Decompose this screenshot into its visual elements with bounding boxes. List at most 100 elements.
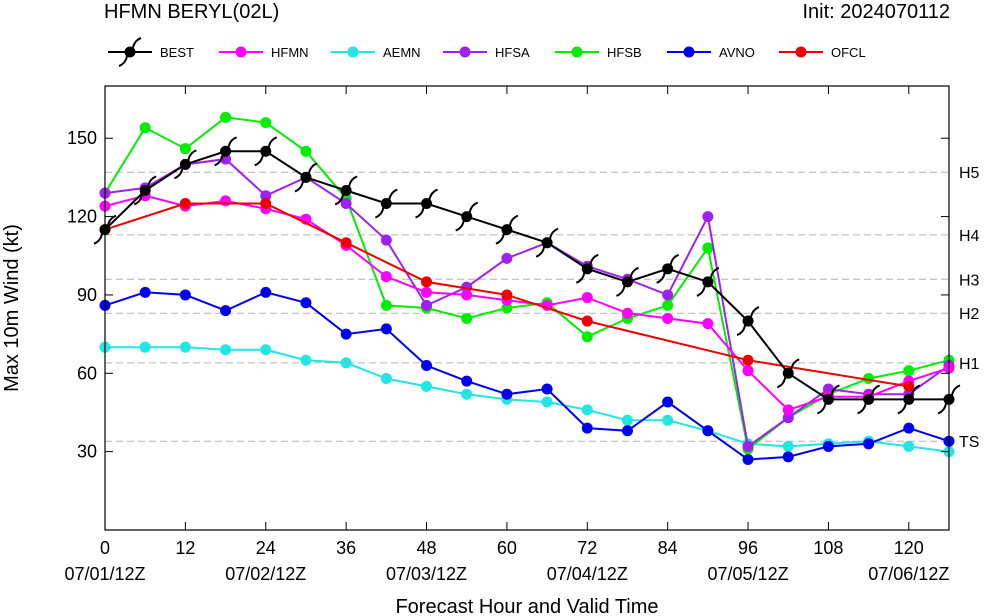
aemn-point bbox=[380, 373, 392, 385]
best-point bbox=[776, 358, 800, 389]
ofcl-point bbox=[340, 237, 352, 249]
hfsa-point bbox=[421, 299, 433, 311]
chart-title: HFMN BERYL(02L) bbox=[104, 1, 280, 23]
threshold-lines bbox=[105, 171, 949, 442]
x-tick-label: 72 bbox=[577, 538, 597, 558]
hfsb-point bbox=[461, 312, 473, 324]
hfsa-point bbox=[340, 198, 352, 210]
avno-point bbox=[421, 359, 433, 371]
hfsb-point bbox=[260, 117, 272, 129]
hfsb-line bbox=[104, 116, 950, 451]
threshold-label-h1: H1 bbox=[959, 356, 980, 373]
x-tick-label: 120 bbox=[894, 538, 924, 558]
legend-label-best: BEST bbox=[160, 45, 194, 60]
series-hfmn bbox=[99, 190, 955, 416]
x-tick-label: 96 bbox=[738, 538, 758, 558]
legend-item-ofcl: OFCL bbox=[779, 45, 866, 60]
avno-point bbox=[903, 422, 915, 434]
hfsa-point bbox=[782, 412, 794, 424]
aemn-point bbox=[340, 357, 352, 369]
avno-point bbox=[863, 438, 875, 450]
legend-marker-best bbox=[118, 37, 142, 67]
hfmn-point bbox=[621, 307, 633, 319]
aemn-point bbox=[260, 344, 272, 356]
best-point bbox=[495, 214, 519, 245]
aemn-point bbox=[179, 341, 191, 353]
y-tick-label: 150 bbox=[67, 128, 97, 148]
x-date-label: 07/06/12Z bbox=[868, 564, 949, 584]
hfsa-point bbox=[501, 252, 513, 264]
best-point bbox=[455, 201, 479, 232]
best-point bbox=[415, 188, 438, 219]
best-line bbox=[104, 150, 949, 401]
hfsb-point bbox=[139, 122, 151, 134]
best-point bbox=[294, 162, 318, 193]
best-point bbox=[174, 149, 197, 180]
best-point bbox=[616, 266, 639, 297]
init-time-label: Init: 2024070112 bbox=[802, 1, 950, 23]
ofcl-point bbox=[179, 198, 191, 210]
ofcl-point bbox=[581, 315, 593, 327]
hfmn-point bbox=[742, 365, 754, 377]
y-tick-label: 90 bbox=[77, 285, 97, 305]
aemn-point bbox=[541, 396, 553, 408]
ofcl-point bbox=[903, 380, 915, 392]
aemn-point bbox=[220, 344, 232, 356]
best-point bbox=[254, 136, 278, 167]
hfsb-point bbox=[581, 331, 593, 343]
x-tick-label: 24 bbox=[256, 538, 276, 558]
aemn-point bbox=[461, 388, 473, 400]
avno-point bbox=[742, 453, 754, 465]
hfsb-point bbox=[501, 302, 513, 314]
avno-point bbox=[260, 286, 272, 298]
aemn-point bbox=[782, 440, 794, 452]
hfsa-point bbox=[260, 190, 272, 202]
hfmn-point bbox=[421, 286, 433, 298]
x-tick-label: 84 bbox=[658, 538, 678, 558]
plot-frame bbox=[104, 85, 950, 531]
x-tick-label: 12 bbox=[175, 538, 195, 558]
x-date-label: 07/03/12Z bbox=[386, 564, 467, 584]
avno-point bbox=[662, 396, 674, 408]
hfmn-point bbox=[662, 312, 674, 324]
avno-point bbox=[179, 289, 191, 301]
threshold-label-ts: TS bbox=[959, 434, 979, 451]
x-date-label: 07/01/12Z bbox=[64, 564, 145, 584]
legend-label-avno: AVNO bbox=[719, 45, 755, 60]
x-date-label: 07/02/12Z bbox=[225, 564, 306, 584]
x-date-label: 07/04/12Z bbox=[547, 564, 628, 584]
hfsa-point bbox=[380, 234, 392, 246]
best-point bbox=[897, 384, 921, 415]
avno-line bbox=[104, 291, 950, 461]
x-axis-label: Forecast Hour and Valid Time bbox=[395, 596, 658, 616]
legend: BEST HFMN AEMN HFSA HFSB AVNO OFCL bbox=[108, 37, 866, 67]
aemn-point bbox=[581, 404, 593, 416]
axes-layer: TS H1 H2 H3 H4 H5 0 12 24 36 48 60 72 84 96 108 120 07/01… bbox=[64, 86, 980, 584]
avno-point bbox=[139, 286, 151, 298]
legend-marker-aemn bbox=[347, 46, 359, 58]
legend-label-hfsa: HFSA bbox=[495, 45, 530, 60]
avno-point bbox=[621, 425, 633, 437]
series-avno bbox=[99, 286, 955, 465]
y-tick-label: 30 bbox=[77, 442, 97, 462]
aemn-point bbox=[662, 414, 674, 426]
best-point bbox=[575, 253, 599, 284]
avno-point bbox=[822, 440, 834, 452]
hfsa-point bbox=[702, 211, 714, 223]
legend-item-hfsa: HFSA bbox=[443, 45, 530, 60]
hfsa-point bbox=[822, 383, 834, 395]
hfmn-line bbox=[104, 194, 950, 412]
best-point bbox=[374, 188, 398, 219]
ofcl-point bbox=[742, 354, 754, 366]
hfsb-point bbox=[220, 111, 232, 123]
hfsb-point bbox=[300, 145, 312, 157]
hfmn-point bbox=[581, 292, 593, 304]
legend-label-ofcl: OFCL bbox=[831, 45, 866, 60]
legend-item-hfsb: HFSB bbox=[555, 45, 642, 60]
best-point bbox=[857, 384, 880, 415]
best-point bbox=[736, 306, 760, 337]
aemn-point bbox=[300, 354, 312, 366]
hfmn-point bbox=[220, 195, 232, 207]
threshold-label-h4: H4 bbox=[959, 228, 980, 245]
